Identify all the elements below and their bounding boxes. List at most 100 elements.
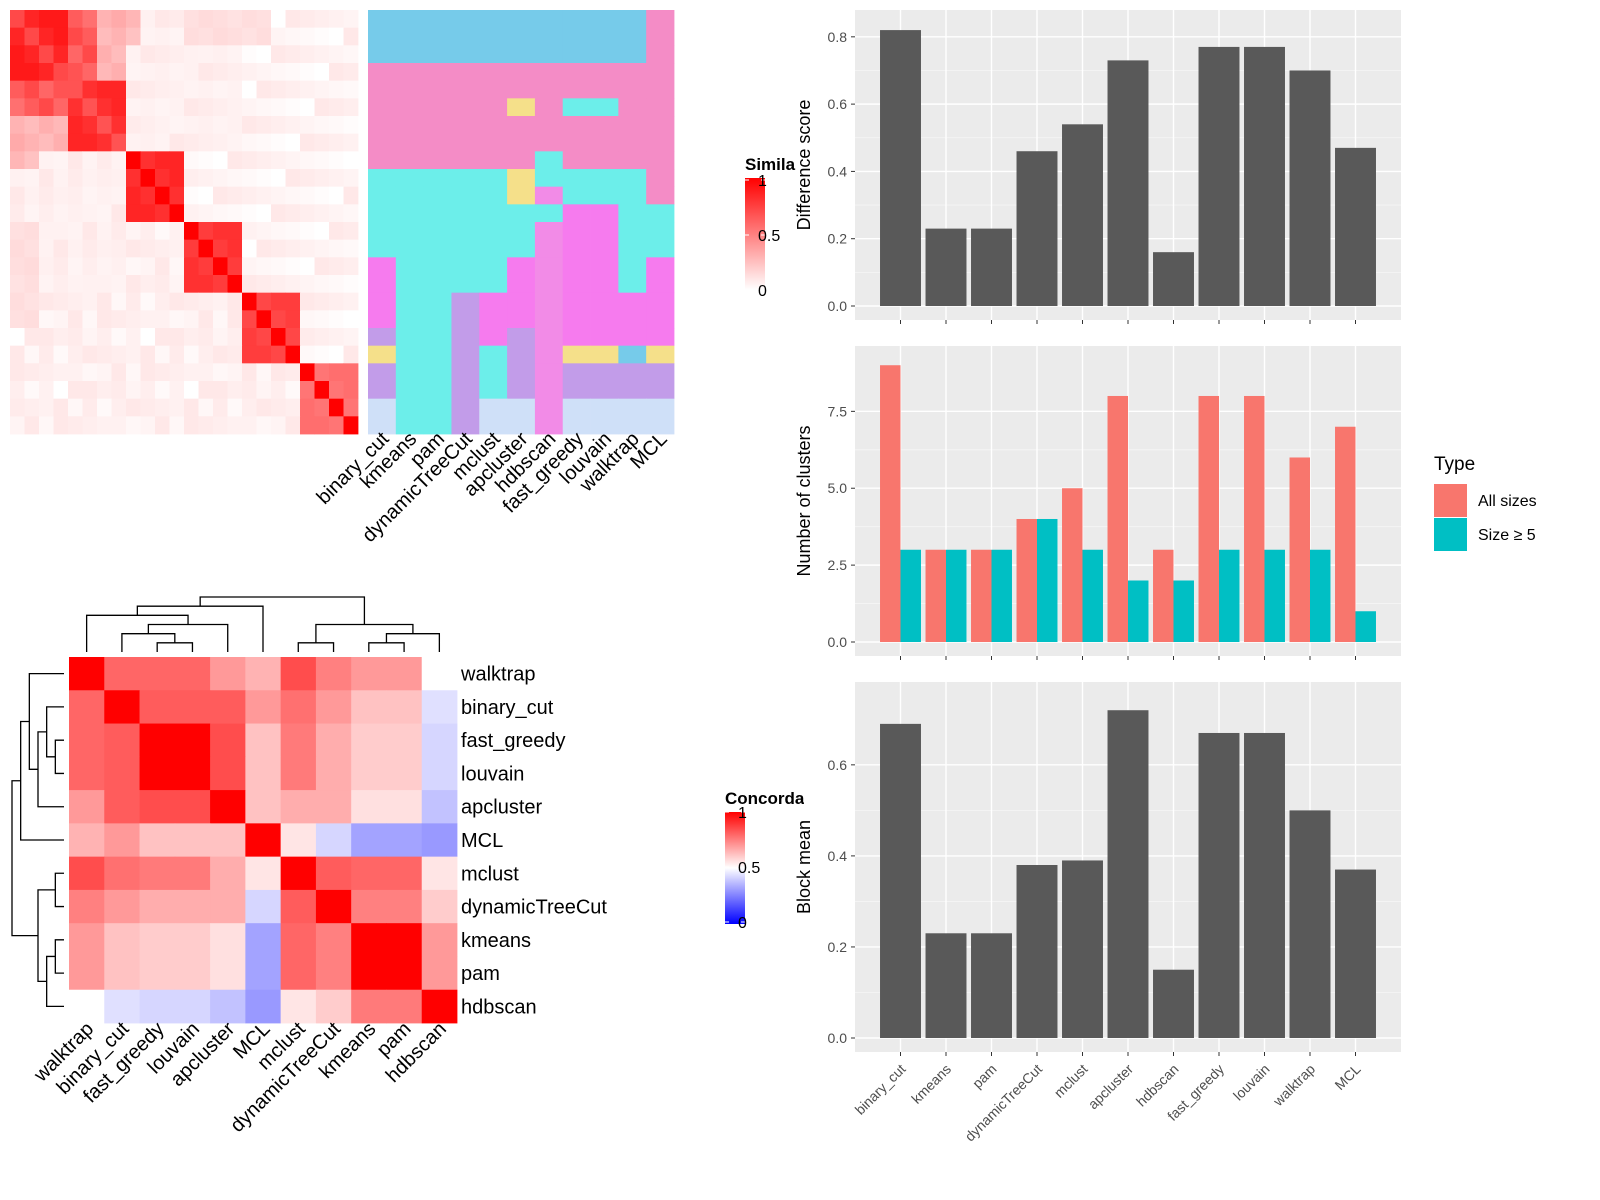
similarity-cell [314,80,330,99]
similarity-cell [285,204,301,223]
similarity-cell [10,186,25,205]
similarity-cell [213,363,228,382]
similarity-cell [68,328,83,347]
similarity-cell [285,310,301,329]
concordance-cell [210,889,246,924]
concordance-cell [210,756,246,791]
similarity-cell [82,222,98,241]
similarity-cell [10,292,25,311]
similarity-cell [227,363,243,382]
similarity-cell [198,80,214,99]
similarity-cell [343,116,359,135]
concordance-cell [69,723,105,758]
similarity-cell [285,381,301,400]
similarity-cell [271,310,286,329]
cluster-cell [590,45,619,64]
similarity-cell [184,381,199,400]
cluster-cell [507,63,536,99]
similarity-cell [39,345,54,364]
similarity-cell [242,186,257,205]
concordance-cell [245,889,282,924]
cluster-cell [618,345,647,364]
similarity-cell [10,80,25,99]
cluster-cell [368,45,397,64]
bar [1037,518,1058,642]
cluster-cell [618,328,647,347]
similarity-cell [271,10,286,29]
similarity-cell [256,275,272,294]
bar [1107,60,1149,307]
similarity-cell [53,151,69,170]
concordance-row-label: MCL [461,830,503,852]
similarity-cell [198,204,214,223]
dendrogram-branch [54,939,64,974]
similarity-cell [140,381,156,400]
similarity-cell [53,328,69,347]
similarity-cell [329,416,344,435]
similarity-cell [24,45,40,64]
cluster-cell [423,292,452,329]
similarity-cell [285,80,301,99]
cluster-cell [562,328,591,347]
similarity-cell [300,169,315,188]
similarity-cell [242,275,257,294]
concordance-cell [174,823,211,858]
similarity-cell [155,275,170,294]
cluster-cell [368,116,397,152]
similarity-cell [53,363,69,382]
cluster-cell [618,45,647,64]
cluster-cell [368,169,397,188]
bar [1289,70,1331,307]
cluster-cell [562,10,591,46]
similarity-cell [155,398,170,417]
cluster-cell [479,345,508,364]
similarity-cell [184,275,199,294]
similarity-heatmap [10,10,359,435]
cluster-cell [368,98,397,117]
similarity-cell [343,292,359,311]
similarity-cell [227,398,243,417]
similarity-cell [242,310,257,329]
similarity-cell [184,328,199,347]
similarity-cell [285,133,301,152]
similarity-cell [271,416,286,435]
concordance-cell [386,790,423,824]
similarity-cell [169,133,185,152]
cluster-cell [395,116,425,152]
similarity-cell [227,98,243,117]
cluster-cell [534,345,564,364]
cluster-cell [368,204,397,223]
similarity-cell [242,345,257,364]
cluster-cell [618,151,647,170]
dendrogram-branch [156,642,194,652]
cluster-cell [618,63,647,99]
similarity-cell [24,345,40,364]
similarity-cell [140,363,156,382]
concordance-cell [174,790,211,824]
similarity-cell [343,204,359,223]
concordance-cell [174,923,211,957]
similarity-cell [169,45,185,64]
similarity-cell [10,363,25,382]
similarity-cell [97,169,112,188]
x-tick-label: dynamicTreeCut [962,1061,1046,1145]
y-tick-label: 0.6 [828,757,848,773]
cluster-cell [618,186,647,205]
cluster-cell [395,169,425,188]
similarity-cell [53,186,69,205]
similarity-cell [82,45,98,64]
cluster-cell [534,204,564,223]
concordance-cell [280,823,317,858]
similarity-cell [53,80,69,99]
concordance-cell [245,956,282,991]
similarity-cell [198,292,214,311]
similarity-cell [213,98,228,117]
similarity-cell [155,416,170,435]
similarity-cell [343,239,359,258]
similarity-cell [184,363,199,382]
similarity-cell [329,169,344,188]
similarity-cell [184,116,199,135]
cluster-cell [507,345,536,364]
similarity-cell [184,10,199,29]
similarity-cell [169,10,185,29]
